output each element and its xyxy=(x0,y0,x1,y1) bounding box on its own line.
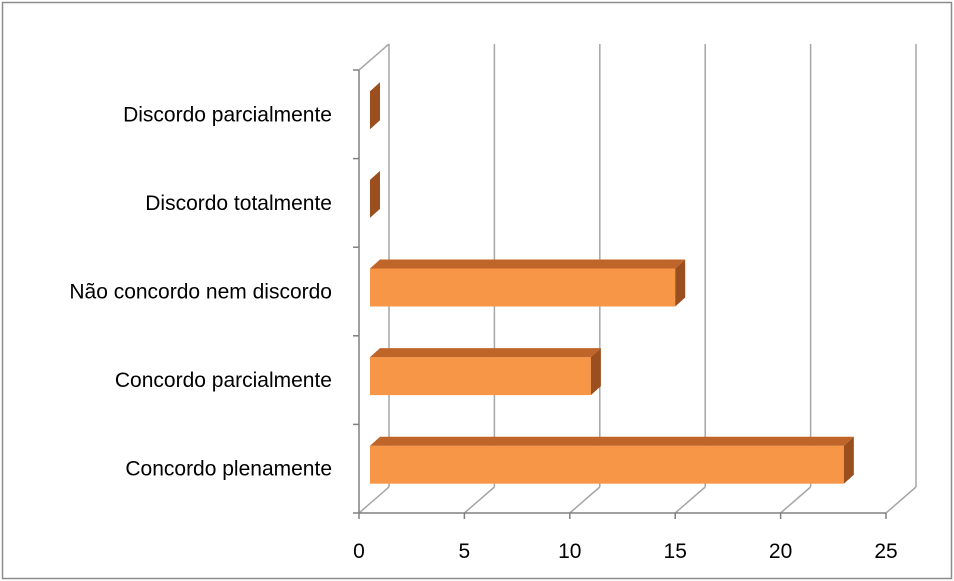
category-label: Concordo plenamente xyxy=(125,458,332,481)
x-tick-label: 0 xyxy=(353,540,365,563)
bar-top xyxy=(370,436,854,446)
floor-diagonal xyxy=(463,486,495,514)
x-tick-label: 5 xyxy=(459,540,471,563)
category-label: Concordo parcialmente xyxy=(115,369,332,392)
floor-diagonal xyxy=(358,486,390,514)
bar-side xyxy=(370,170,380,218)
x-tick-label: 15 xyxy=(664,540,687,563)
category-label: Discordo totalmente xyxy=(145,192,332,215)
bar-side xyxy=(675,259,686,307)
bar-front xyxy=(370,268,676,307)
top-diagonal xyxy=(358,43,390,71)
bar-layer xyxy=(370,82,854,484)
category-label: Não concordo nem discordo xyxy=(69,281,332,304)
floor-diagonal xyxy=(780,486,812,514)
bar-side xyxy=(370,82,380,130)
bar-front xyxy=(370,445,844,484)
x-tick-label: 20 xyxy=(769,540,792,563)
bar-front xyxy=(370,357,591,396)
grid-layer xyxy=(353,43,917,519)
bar-top xyxy=(370,348,601,358)
bar-top xyxy=(370,259,686,269)
label-layer: 0 5 10 15 20 25 Concordo plenamente Concordo pa… xyxy=(69,103,897,563)
bar-side xyxy=(843,436,854,484)
floor-diagonal xyxy=(569,486,601,514)
x-tick-label: 10 xyxy=(558,540,581,563)
category-label: Discordo parcialmente xyxy=(123,103,332,126)
floor-diagonal xyxy=(674,486,706,514)
x-tick-label: 25 xyxy=(874,540,897,563)
bar-side xyxy=(590,348,601,396)
floor-diagonal xyxy=(885,486,917,514)
